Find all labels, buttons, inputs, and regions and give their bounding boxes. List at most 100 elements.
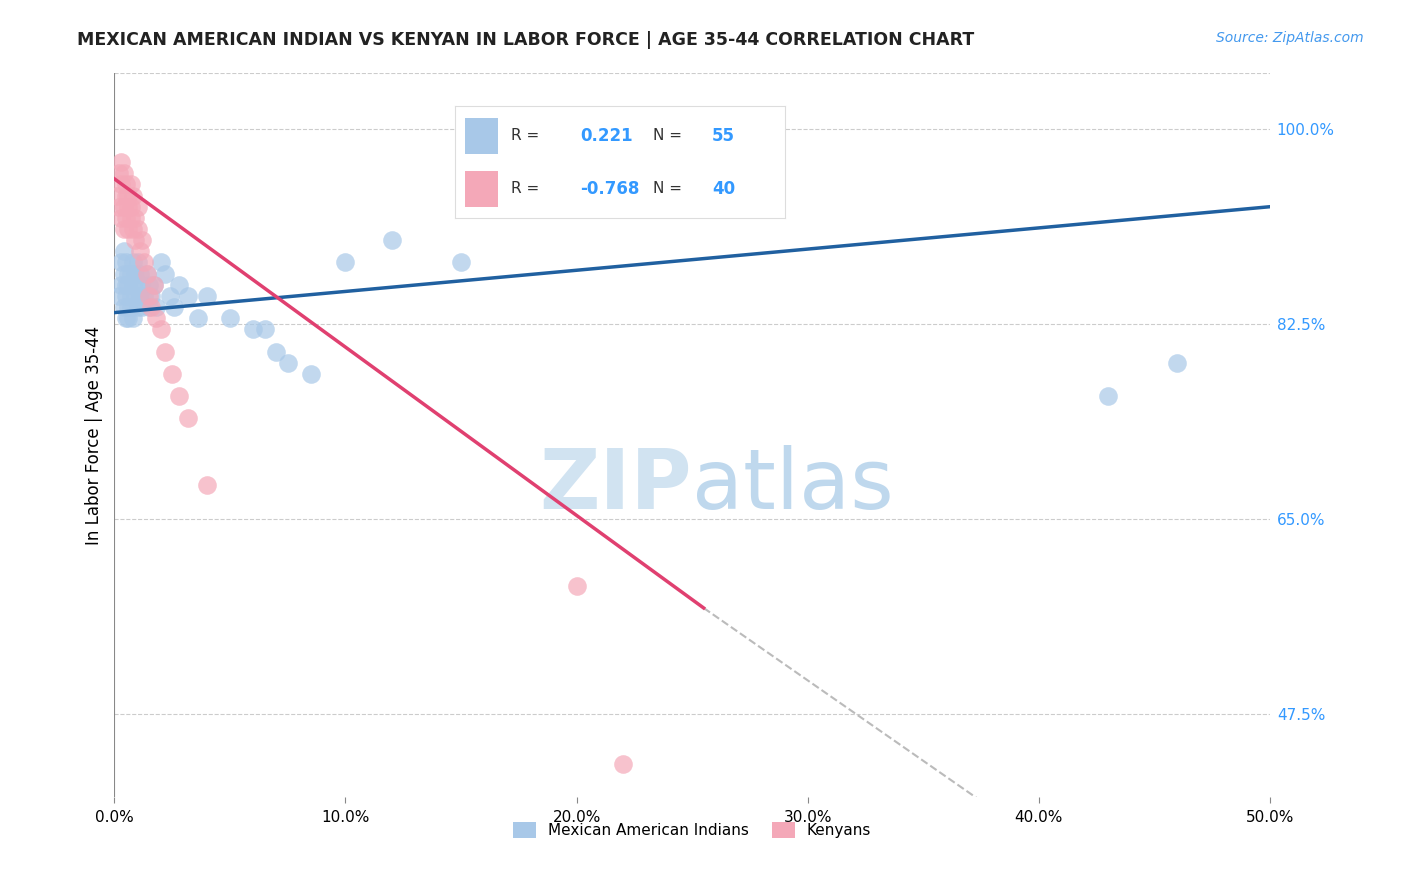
Point <box>138 300 160 314</box>
Point <box>195 289 218 303</box>
Point <box>159 289 181 303</box>
Point <box>122 222 145 236</box>
Point <box>127 200 149 214</box>
Point <box>124 233 146 247</box>
Point <box>117 311 139 326</box>
Point <box>450 255 472 269</box>
Point <box>160 367 183 381</box>
Point <box>128 244 150 259</box>
Point <box>108 289 131 303</box>
Point <box>110 211 132 225</box>
Point <box>264 344 287 359</box>
Point <box>120 300 142 314</box>
Point <box>149 322 172 336</box>
Point <box>115 211 138 225</box>
Point <box>145 300 167 314</box>
Point <box>187 311 209 326</box>
Point <box>112 200 135 214</box>
Point <box>141 289 163 303</box>
Point <box>112 300 135 314</box>
Y-axis label: In Labor Force | Age 35-44: In Labor Force | Age 35-44 <box>86 326 103 545</box>
Point <box>120 178 142 192</box>
Point <box>167 389 190 403</box>
Point <box>142 277 165 292</box>
Point <box>122 311 145 326</box>
Point <box>142 277 165 292</box>
Point <box>117 277 139 292</box>
Point <box>117 300 139 314</box>
Point <box>117 222 139 236</box>
Point <box>149 255 172 269</box>
Point <box>122 188 145 202</box>
Point <box>128 267 150 281</box>
Point <box>124 267 146 281</box>
Point <box>167 277 190 292</box>
Point <box>110 178 132 192</box>
Point <box>127 300 149 314</box>
Point <box>117 188 139 202</box>
Point <box>134 255 156 269</box>
Point <box>115 289 138 303</box>
Point <box>335 255 357 269</box>
Text: atlas: atlas <box>692 445 894 526</box>
Point <box>138 289 160 303</box>
Point <box>612 757 634 772</box>
Point <box>135 267 157 281</box>
Point <box>112 222 135 236</box>
Point <box>242 322 264 336</box>
Point <box>105 188 128 202</box>
Point <box>122 255 145 269</box>
Point <box>381 233 404 247</box>
Point <box>110 277 132 292</box>
Point <box>124 211 146 225</box>
Point <box>115 311 138 326</box>
Point <box>127 255 149 269</box>
Point <box>163 300 186 314</box>
Point <box>127 277 149 292</box>
Point <box>219 311 242 326</box>
Point <box>108 200 131 214</box>
Point <box>138 277 160 292</box>
Point <box>117 267 139 281</box>
Point <box>565 579 588 593</box>
Point <box>299 367 322 381</box>
Point <box>120 289 142 303</box>
Text: MEXICAN AMERICAN INDIAN VS KENYAN IN LABOR FORCE | AGE 35-44 CORRELATION CHART: MEXICAN AMERICAN INDIAN VS KENYAN IN LAB… <box>77 31 974 49</box>
Point <box>117 200 139 214</box>
Point <box>131 277 153 292</box>
Point <box>120 211 142 225</box>
Point <box>131 233 153 247</box>
Point <box>1097 389 1119 403</box>
Point <box>115 178 138 192</box>
Point <box>277 356 299 370</box>
Point <box>135 267 157 281</box>
Legend: Mexican American Indians, Kenyans: Mexican American Indians, Kenyans <box>506 816 877 844</box>
Point <box>124 289 146 303</box>
Point <box>177 411 200 425</box>
Text: ZIP: ZIP <box>540 445 692 526</box>
Point <box>177 289 200 303</box>
Point <box>155 267 177 281</box>
Point <box>128 289 150 303</box>
Text: Source: ZipAtlas.com: Source: ZipAtlas.com <box>1216 31 1364 45</box>
Point <box>1166 356 1188 370</box>
Point <box>253 322 276 336</box>
Point <box>122 277 145 292</box>
Point <box>110 255 132 269</box>
Point <box>195 478 218 492</box>
Point <box>110 155 132 169</box>
Point <box>155 344 177 359</box>
Point <box>120 267 142 281</box>
Point <box>134 289 156 303</box>
Point <box>112 166 135 180</box>
Point <box>112 267 135 281</box>
Point <box>115 188 138 202</box>
Point <box>115 277 138 292</box>
Point <box>112 244 135 259</box>
Point <box>120 200 142 214</box>
Point <box>145 311 167 326</box>
Point <box>141 300 163 314</box>
Point <box>108 166 131 180</box>
Point <box>127 222 149 236</box>
Point <box>131 300 153 314</box>
